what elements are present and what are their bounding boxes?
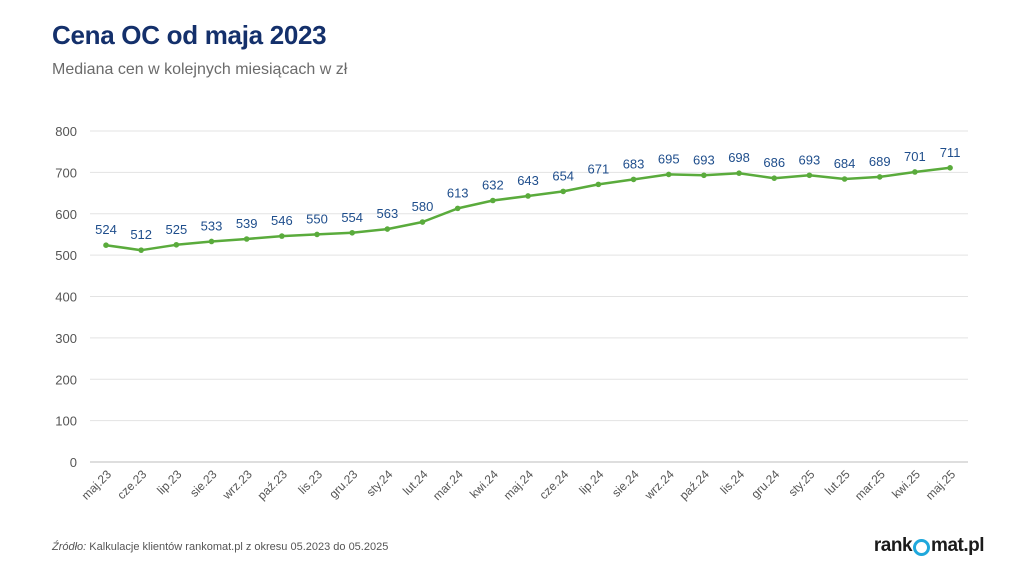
x-tick-label: sty.24 — [364, 467, 396, 499]
x-tick-label: gru.23 — [326, 467, 360, 501]
x-tick-label: gru.24 — [748, 467, 782, 501]
data-label: 693 — [693, 152, 715, 167]
data-label: 563 — [377, 206, 399, 221]
x-tick-label: paź.23 — [255, 467, 291, 503]
data-point — [876, 174, 883, 180]
data-point — [771, 175, 778, 181]
data-label: 683 — [623, 156, 645, 171]
x-tick-label: lip.24 — [576, 467, 606, 497]
data-label: 711 — [940, 145, 961, 160]
data-point — [560, 188, 567, 195]
data-label: 701 — [904, 149, 926, 164]
y-tick-label: 700 — [55, 165, 77, 180]
data-point — [419, 219, 426, 225]
y-tick-label: 100 — [55, 414, 77, 429]
source-label: Źródło: — [52, 541, 87, 553]
data-label: 550 — [306, 211, 328, 226]
rankomat-logo: rank mat.pl — [873, 535, 985, 557]
x-tick-label: mar.24 — [430, 467, 466, 503]
x-tick-label: lut.25 — [822, 467, 853, 498]
data-label: 695 — [658, 151, 680, 166]
page-subtitle: Mediana cen w kolejnych miesiącach w zł — [52, 61, 348, 78]
data-point — [243, 236, 250, 242]
logo-text-start: rank — [873, 535, 913, 556]
x-tick-label: lip.23 — [154, 467, 184, 497]
data-point — [314, 231, 320, 238]
data-label: 698 — [728, 150, 750, 165]
data-point — [454, 205, 461, 212]
logo-text-end: mat.pl — [931, 535, 984, 556]
data-label: 533 — [201, 218, 223, 233]
data-point — [208, 238, 215, 245]
data-point — [947, 165, 953, 171]
data-point — [630, 176, 637, 183]
x-tick-label: cze.23 — [114, 467, 149, 502]
x-tick-label: mar.25 — [852, 467, 888, 503]
data-point — [736, 170, 742, 177]
data-label: 554 — [341, 210, 363, 225]
data-label: 693 — [799, 152, 821, 167]
data-point — [279, 233, 285, 239]
logo-ring-icon — [913, 538, 931, 556]
data-label: 524 — [95, 222, 117, 237]
data-label: 632 — [482, 178, 504, 193]
data-label: 689 — [869, 154, 891, 169]
data-label: 525 — [165, 222, 187, 237]
x-tick-label: lis.24 — [717, 467, 747, 497]
data-label: 546 — [271, 213, 293, 228]
data-point — [912, 169, 918, 175]
data-label: 684 — [834, 156, 856, 171]
x-tick-label: kwi.24 — [467, 467, 501, 501]
data-point — [138, 247, 144, 253]
data-point — [525, 193, 531, 199]
x-tick-label: maj.23 — [79, 467, 115, 503]
y-tick-label: 600 — [55, 207, 77, 222]
x-tick-label: maj.25 — [923, 467, 959, 503]
y-tick-label: 800 — [55, 124, 77, 139]
data-point — [841, 176, 848, 182]
data-point — [173, 241, 180, 248]
page-title: Cena OC od maja 2023 — [52, 20, 327, 50]
data-label: 613 — [447, 185, 469, 200]
data-point — [701, 172, 707, 179]
x-tick-label: paź.24 — [677, 467, 713, 503]
source-text: Kalkulacje klientów rankomat.pl z okresu… — [86, 541, 389, 553]
x-tick-label: maj.24 — [501, 467, 537, 503]
data-point — [806, 172, 813, 179]
data-point — [384, 226, 391, 232]
y-tick-label: 500 — [55, 248, 77, 263]
data-label: 539 — [236, 216, 258, 231]
x-tick-label: cze.24 — [536, 467, 571, 502]
source-note: Źródło: Kalkulacje klientów rankomat.pl … — [52, 541, 388, 553]
x-tick-label: lis.23 — [295, 467, 325, 497]
y-tick-label: 400 — [55, 290, 77, 305]
x-tick-label: sty.25 — [786, 467, 818, 499]
data-label: 686 — [763, 155, 785, 170]
y-tick-label: 300 — [55, 331, 77, 346]
data-label: 643 — [517, 173, 539, 188]
data-label: 671 — [588, 161, 610, 176]
y-tick-label: 0 — [70, 455, 77, 470]
data-point — [349, 229, 355, 236]
x-tick-label: sie.23 — [187, 467, 220, 500]
data-point — [665, 171, 672, 178]
x-tick-label: sie.24 — [609, 467, 642, 500]
data-point — [103, 242, 109, 248]
data-label: 654 — [552, 168, 574, 183]
x-tick-label: kwi.25 — [889, 467, 923, 501]
x-tick-label: wrz.23 — [219, 467, 255, 503]
data-label: 512 — [130, 227, 152, 242]
data-point — [595, 181, 602, 188]
data-point — [490, 197, 496, 204]
x-tick-label: wrz.24 — [641, 467, 677, 503]
data-label: 580 — [412, 199, 434, 214]
y-tick-label: 200 — [55, 372, 77, 387]
x-tick-label: lut.24 — [400, 467, 431, 498]
